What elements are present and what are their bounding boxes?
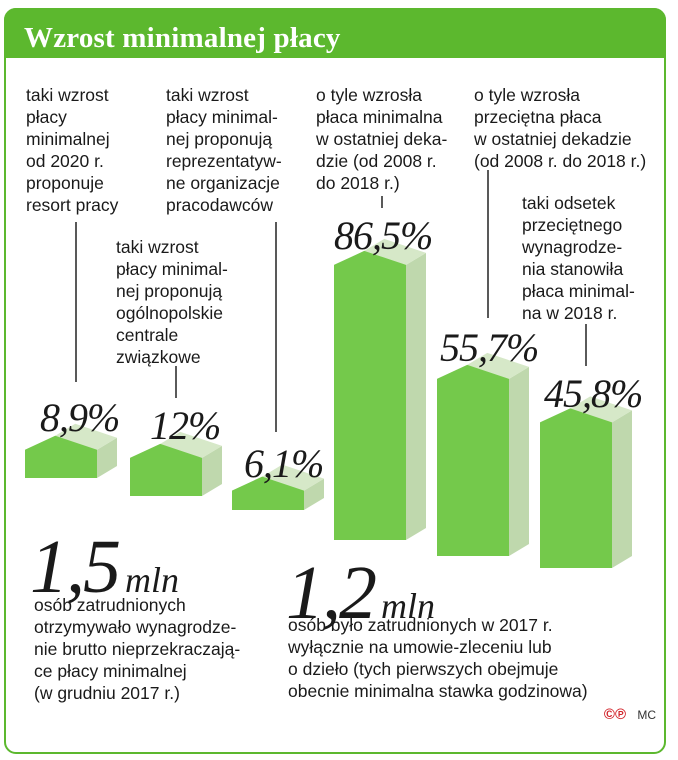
bar-6 [540,396,632,568]
bar-side-1 [97,437,117,478]
bar-side-2 [202,445,222,496]
bar-1 [25,423,117,478]
bar-side-4 [406,252,426,540]
frame-border [4,8,666,754]
stat-1-value: 1,5 mln [30,524,179,611]
bar-side-3 [304,478,324,510]
stat-2-unit: mln [381,586,435,626]
note-1: taki wzrost płacy minimalnej od 2020 r. … [26,85,119,215]
bar-front-2 [130,443,202,496]
note-5: o tyle wzrosła przeciętna płaca w ostatn… [474,85,647,171]
bar-side-5 [509,366,529,556]
value-label-4: 86,5% [334,213,433,258]
bar-front-4 [334,250,406,540]
header-bar: Wzrost minimalnej płacy [4,8,666,58]
bar-3 [232,464,324,510]
bar-front-5 [437,364,509,556]
value-label-5: 55,7% [440,325,539,370]
note-3: taki wzrost płacy minimal- nej proponują… [166,85,282,215]
note-6: taki odsetek przeciętnego wynagrodze- ni… [522,193,635,323]
stat-1-unit: mln [125,560,179,600]
bar-4 [334,238,426,540]
copyright-logo: ©℗ [603,706,626,723]
note-4: o tyle wzrosła płaca minimalna w ostatni… [316,85,448,193]
bar-side-6 [612,410,632,568]
bar-5 [437,352,529,556]
stat-1-number: 1,5 [30,525,121,609]
author-credit: MC [637,708,656,722]
stat-2-value: 1,2 mln [286,550,435,637]
stat-1-text: osób zatrudnionych otrzymywało wynagrodz… [34,595,241,703]
chart-title: Wzrost minimalnej płacy [24,22,341,54]
value-label-6: 45,8% [544,371,643,416]
value-label-2: 12% [150,403,221,448]
bar-front-6 [540,408,612,568]
value-label-3: 6,1% [244,441,324,486]
stat-2-text: osób było zatrudnionych w 2017 r. wyłącz… [288,615,588,701]
bar-front-3 [232,476,304,510]
bar-2 [130,431,222,496]
bar-front-1 [25,435,97,478]
value-label-1: 8,9% [40,395,120,440]
note-2: taki wzrost płacy minimal- nej proponują… [116,237,228,367]
stat-2-number: 1,2 [286,551,377,635]
